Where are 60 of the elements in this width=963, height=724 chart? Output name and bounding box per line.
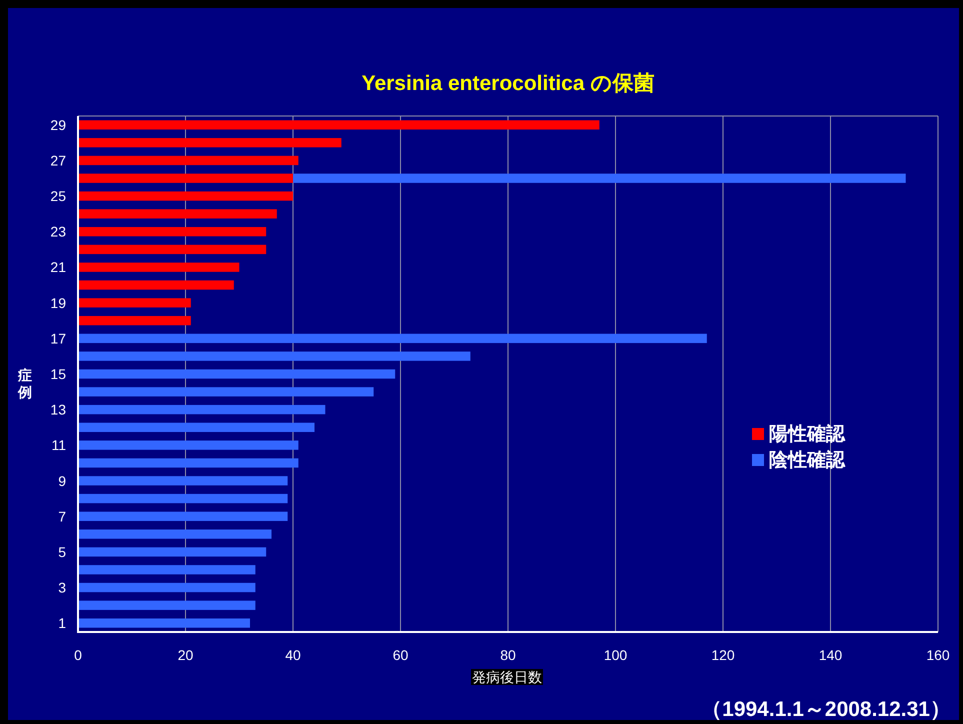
x-tick-label: 20 (178, 647, 194, 663)
x-tick-label: 140 (818, 647, 842, 663)
bar (78, 494, 288, 504)
y-tick-label: 19 (50, 294, 66, 311)
text: （1994.1.1～2008.12.31） (701, 698, 951, 721)
x-tick-label: 80 (500, 647, 516, 663)
bar (78, 298, 191, 308)
legend-label: 陰性確認 (769, 449, 846, 471)
chart-title: Yersinia enterocolitica の保菌 (362, 72, 654, 95)
bar (78, 600, 256, 610)
bar (78, 352, 470, 361)
y-tick-label: 17 (50, 330, 66, 346)
bar (78, 422, 314, 432)
y-tick-label: 3 (58, 580, 66, 596)
bar (78, 227, 266, 236)
y-tick-label: 27 (50, 152, 66, 168)
y-tick-label: 13 (50, 402, 66, 418)
y-tick-label: 29 (50, 116, 66, 133)
bar (78, 244, 266, 254)
bar (78, 476, 288, 486)
x-tick-label: 0 (74, 647, 82, 663)
bar (78, 618, 250, 628)
y-tick-label: 7 (58, 508, 66, 524)
bar (78, 582, 256, 592)
bar (78, 530, 272, 539)
bar (78, 280, 234, 290)
y-tick-label: 25 (50, 188, 66, 204)
bar (78, 547, 266, 557)
y-tick-label: 9 (58, 472, 66, 489)
bar (78, 156, 298, 166)
bar (78, 512, 288, 521)
y-tick-label: 23 (50, 224, 66, 240)
bar (78, 387, 374, 396)
bar (78, 209, 277, 218)
bar (78, 404, 326, 414)
bar (78, 262, 240, 272)
bar (78, 565, 256, 574)
x-tick-label: 100 (604, 647, 628, 663)
y-axis-title: 症例 (17, 367, 32, 400)
bar (78, 120, 600, 130)
y-tick-label: 1 (58, 615, 66, 632)
x-axis-title: 発病後日数 (472, 669, 542, 685)
y-tick-label: 5 (58, 544, 66, 560)
bar (78, 369, 396, 379)
bar (78, 316, 191, 326)
y-tick-label: 11 (51, 437, 66, 454)
y-tick-label: 21 (50, 259, 66, 276)
y-tick-label: 15 (50, 366, 66, 382)
x-tick-label: 120 (711, 647, 735, 663)
bar (293, 174, 906, 183)
bar (78, 458, 298, 468)
bar (78, 138, 342, 148)
bar (78, 440, 298, 450)
x-tick-label: 60 (392, 647, 408, 663)
bar (78, 191, 293, 201)
bar (78, 174, 293, 183)
x-tick-label: 160 (926, 647, 950, 663)
legend-label: 陽性確認 (769, 423, 846, 445)
bar (78, 334, 707, 344)
x-tick-label: 40 (285, 647, 301, 663)
